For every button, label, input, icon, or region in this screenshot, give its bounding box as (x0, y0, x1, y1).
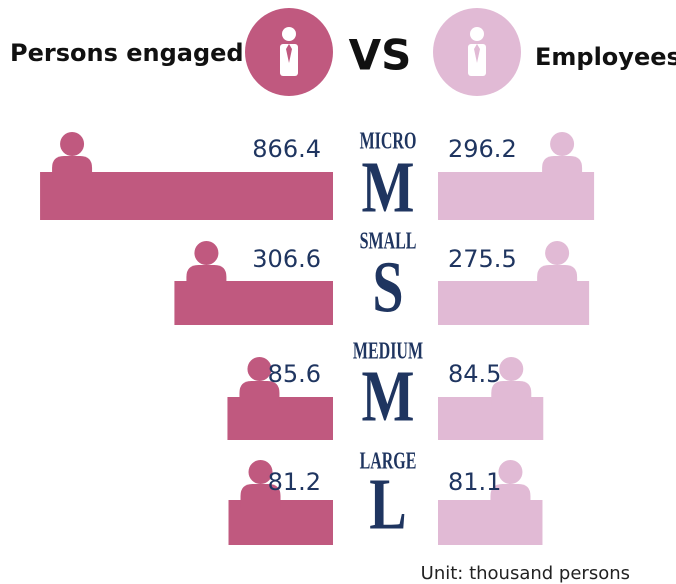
person-head (60, 132, 85, 156)
value-label: 81.2 (268, 468, 321, 496)
person-body (240, 484, 281, 508)
value-label: 84.5 (448, 360, 501, 388)
legend-left: Persons engaged (10, 39, 244, 67)
category-label: MICRO (360, 128, 417, 154)
unit-note: Unit: thousand persons (421, 563, 630, 584)
category-label: MEDIUM (353, 338, 423, 364)
value-label: 81.1 (448, 468, 501, 496)
person-head (499, 357, 524, 381)
category-label: SMALL (360, 228, 417, 254)
person-head (550, 132, 575, 156)
person-body (52, 156, 93, 180)
category-letter: S (372, 248, 403, 329)
person-body (186, 265, 227, 289)
person-body (537, 265, 578, 289)
value-label: 866.4 (252, 135, 321, 163)
person-head (248, 460, 273, 484)
icon-tie (286, 44, 292, 63)
value-label: 306.6 (252, 245, 321, 273)
person-head (498, 460, 523, 484)
category-letter: L (369, 465, 406, 546)
value-label: 296.2 (448, 135, 517, 163)
category-letter: M (362, 357, 415, 438)
vs-label: VS (349, 31, 412, 80)
icon-head (470, 27, 484, 41)
person-body (239, 381, 280, 405)
person-body (542, 156, 583, 180)
legend-right: Employees (535, 43, 676, 71)
person-body (491, 381, 532, 405)
person-body (490, 484, 531, 508)
icon-tie (474, 44, 480, 63)
category-letter: M (362, 148, 415, 229)
category-label: LARGE (360, 448, 417, 474)
person-head (194, 241, 219, 265)
icon-head (282, 27, 296, 41)
value-label: 85.6 (268, 360, 321, 388)
person-head (247, 357, 272, 381)
person-head (545, 241, 570, 265)
value-label: 275.5 (448, 245, 517, 273)
